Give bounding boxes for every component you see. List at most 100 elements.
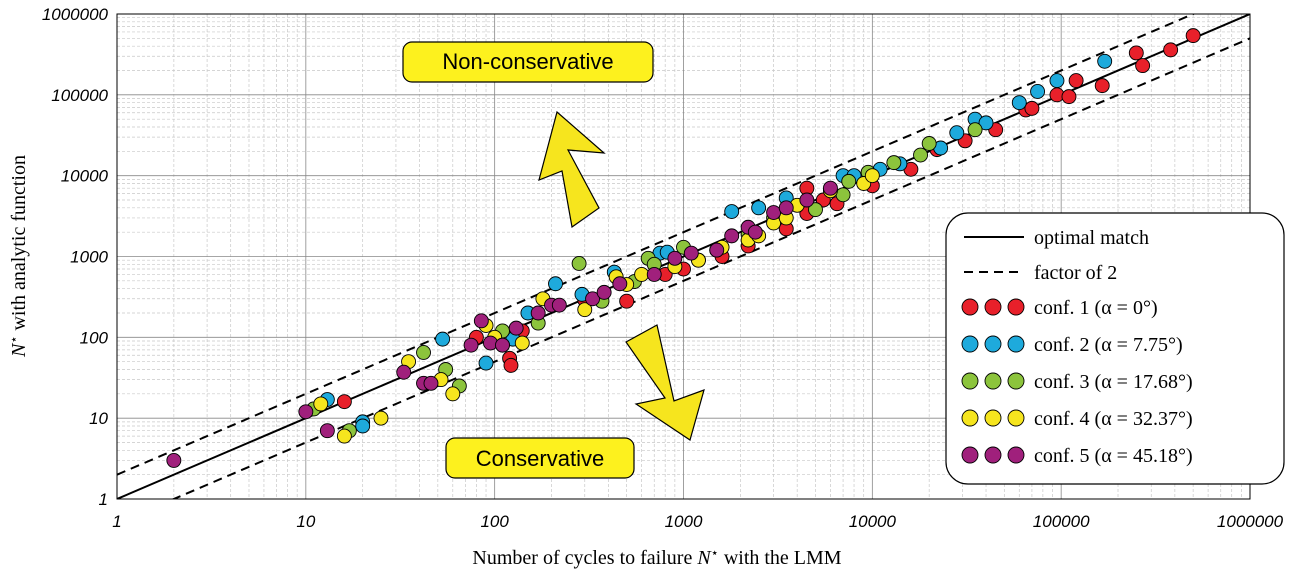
data-point-conf-3 <box>416 345 431 360</box>
factor-lower-line <box>171 37 1250 499</box>
x-tick-label: 1000000 <box>1217 512 1284 531</box>
x-tick-label: 100000 <box>1033 512 1090 531</box>
data-point-conf-4 <box>313 396 329 412</box>
legend-marker-conf-5 <box>984 446 1002 464</box>
legend-label-conf-3: conf. 3 (α = 17.68°) <box>1034 371 1193 393</box>
legend-marker-conf-5 <box>961 446 979 464</box>
y-tick-label: 100000 <box>51 86 108 105</box>
data-point-conf-4 <box>336 428 352 444</box>
legend-marker-conf-1 <box>1007 298 1025 316</box>
y-tick-label: 1000 <box>70 248 108 267</box>
data-point-conf-2 <box>1097 53 1113 69</box>
legend-marker-conf-2 <box>1007 335 1025 353</box>
legend-marker-conf-2 <box>961 335 979 353</box>
data-point-conf-1 <box>1061 89 1077 105</box>
svg-text:Non-conservative: Non-conservative <box>442 49 613 74</box>
legend-optimal-match: optimal match <box>1034 227 1149 249</box>
data-point-conf-5 <box>766 205 782 220</box>
y-axis-label: N⋆ with analytic function <box>6 155 30 358</box>
data-point-conf-3 <box>571 256 587 271</box>
data-point-conf-5 <box>423 375 439 391</box>
data-point-conf-5 <box>166 452 182 468</box>
legend: optimal match factor of 2 conf. 1 (α = 0… <box>945 212 1285 485</box>
up-arrow <box>538 110 606 229</box>
x-tick-label: 10 <box>296 512 315 531</box>
data-point-conf-5 <box>799 192 815 208</box>
legend-marker-conf-1 <box>961 298 979 316</box>
x-tick-labels: 1 10 100 1000 10000 100000 1000000 <box>112 512 1283 531</box>
non-conservative-label: Non-conservative <box>402 41 654 83</box>
data-point-conf-2 <box>478 355 494 371</box>
data-point-conf-3 <box>835 187 851 203</box>
data-point-conf-1 <box>619 293 635 309</box>
data-point-conf-2 <box>1011 95 1027 111</box>
legend-label-conf-4: conf. 4 (α = 32.37°) <box>1034 408 1193 430</box>
data-point-conf-1 <box>503 357 519 373</box>
data-point-conf-5 <box>585 291 601 307</box>
data-point-conf-5 <box>551 297 567 313</box>
data-point-conf-1 <box>1185 28 1201 44</box>
data-point-conf-4 <box>864 168 880 184</box>
data-point-conf-5 <box>822 180 838 196</box>
data-point-conf-5 <box>298 404 314 420</box>
data-point-conf-2 <box>435 331 451 347</box>
legend-series: conf. 1 (α = 0°) conf. 2 (α = 7.75°) conf.… <box>961 297 1193 467</box>
data-point-conf-5 <box>683 245 699 261</box>
data-point-conf-5 <box>646 266 662 282</box>
legend-marker-conf-4 <box>1007 409 1025 427</box>
data-point-conf-5 <box>463 337 479 353</box>
data-point-conf-5 <box>396 364 412 380</box>
data-point-conf-1 <box>1163 42 1179 58</box>
data-point-conf-4 <box>514 335 530 351</box>
data-point-conf-2 <box>978 115 994 131</box>
legend-marker-conf-3 <box>984 372 1002 390</box>
data-point-conf-2 <box>1030 84 1046 99</box>
data-point-conf-2 <box>1049 73 1065 89</box>
y-tick-labels: 1 10 100 1000 10000 100000 1000000 <box>42 5 109 509</box>
data-point-conf-3 <box>808 202 823 218</box>
y-tick-label: 1000000 <box>42 5 109 24</box>
svg-text:Conservative: Conservative <box>476 446 604 471</box>
data-point-conf-2 <box>355 418 371 434</box>
data-point-conf-4 <box>577 302 593 318</box>
data-point-conf-1 <box>1068 73 1084 89</box>
data-point-conf-5 <box>596 284 612 300</box>
data-point-conf-1 <box>1094 78 1110 94</box>
x-axis-label: Number of cycles to failure N⋆ with the … <box>472 545 841 569</box>
data-point-conf-3 <box>841 173 857 189</box>
data-point-conf-5 <box>530 305 546 321</box>
data-point-conf-4 <box>373 410 389 426</box>
legend-marker-conf-5 <box>1007 446 1025 464</box>
x-tick-label: 100 <box>480 512 509 531</box>
data-point-conf-1 <box>1128 45 1144 61</box>
legend-factor-of-2: factor of 2 <box>1034 262 1117 284</box>
data-point-conf-3 <box>886 155 902 171</box>
data-point-conf-2 <box>949 125 965 141</box>
legend-marker-conf-4 <box>961 409 979 427</box>
legend-marker-conf-4 <box>984 409 1002 427</box>
data-point-conf-5 <box>495 337 510 353</box>
data-point-conf-2 <box>548 276 563 292</box>
legend-label-conf-5: conf. 5 (α = 45.18°) <box>1034 445 1193 467</box>
data-point-conf-5 <box>612 276 628 292</box>
data-point-conf-3 <box>913 147 928 163</box>
data-point-conf-4 <box>445 386 461 402</box>
legend-marker-conf-1 <box>984 298 1002 316</box>
data-point-conf-3 <box>921 136 937 151</box>
data-point-conf-5 <box>778 200 794 216</box>
y-tick-label: 100 <box>80 328 109 347</box>
data-point-conf-5 <box>508 320 524 336</box>
data-points <box>166 28 1201 468</box>
data-point-conf-5 <box>724 228 740 244</box>
data-point-conf-5 <box>709 242 725 258</box>
y-tick-label: 10000 <box>61 167 109 186</box>
data-point-conf-1 <box>1135 58 1151 74</box>
conservative-label: Conservative <box>445 437 635 479</box>
legend-marker-conf-3 <box>1007 372 1025 390</box>
y-tick-label: 1 <box>99 490 108 509</box>
data-point-conf-5 <box>473 313 489 329</box>
data-point-conf-5 <box>747 224 763 240</box>
y-tick-label: 10 <box>89 409 108 428</box>
legend-label-conf-1: conf. 1 (α = 0°) <box>1034 297 1158 319</box>
